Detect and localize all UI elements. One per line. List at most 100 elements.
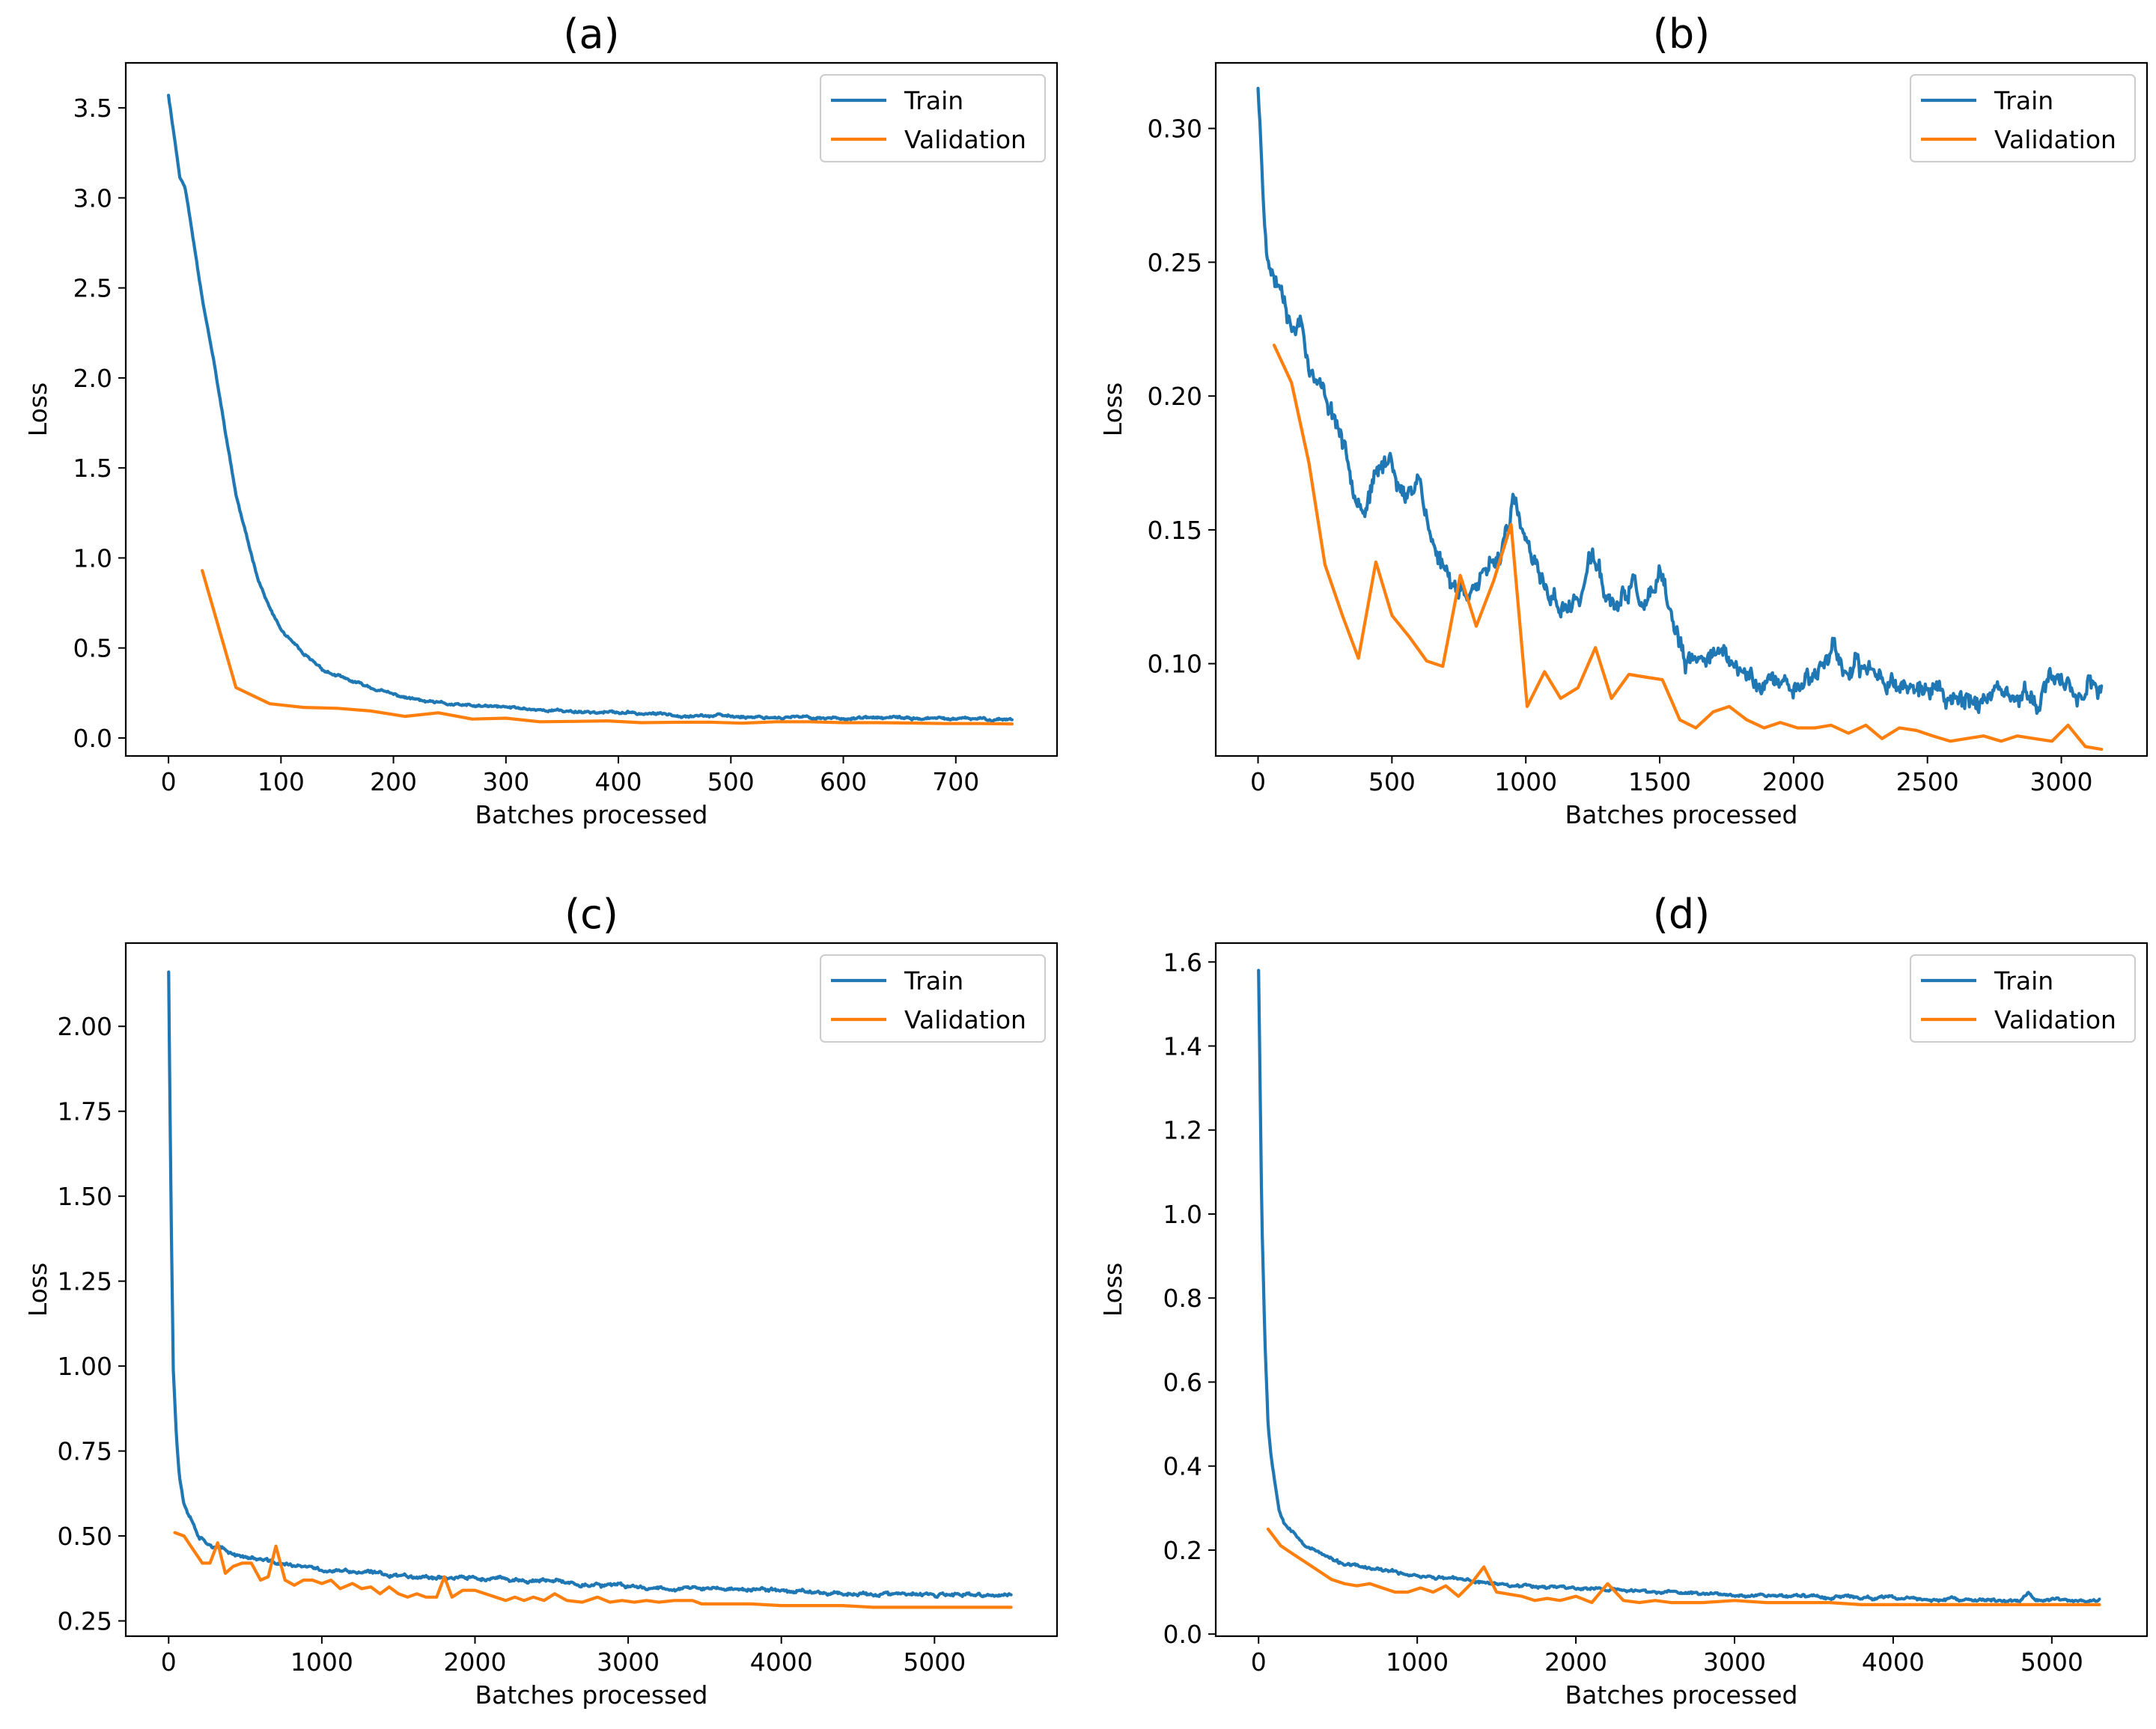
x-tick-label: 500 (1368, 767, 1416, 796)
x-tick-label: 300 (482, 767, 529, 796)
y-tick-label: 0.25 (1148, 248, 1202, 277)
train-line (1257, 969, 2101, 1604)
series-group (1257, 969, 2101, 1606)
validation-line (1272, 344, 2104, 751)
y-tick-label: 0.6 (1163, 1367, 1202, 1397)
x-axis-label: Batches processed (1565, 1680, 1798, 1710)
series-group (167, 970, 1013, 1609)
x-tick-label: 5000 (2021, 1647, 2083, 1677)
x-axis-label: Batches processed (1565, 800, 1798, 829)
legend: Train Validation (820, 74, 1046, 162)
y-tick-label: 0.8 (1163, 1284, 1202, 1313)
y-axis-label: Loss (23, 382, 52, 436)
train-line (167, 94, 1014, 723)
panel-title: (a) (563, 10, 619, 58)
panel-title: (b) (1653, 10, 1710, 58)
x-tick-label: 400 (595, 767, 642, 796)
y-tick-label: 0.0 (1163, 1620, 1202, 1649)
train-line (167, 970, 1013, 1600)
x-axis-label: Batches processed (475, 800, 708, 829)
legend: Train Validation (1910, 954, 2136, 1043)
y-tick-label: 1.4 (1163, 1031, 1202, 1061)
y-tick-label: 0.2 (1163, 1536, 1202, 1565)
panel-title: (c) (564, 891, 618, 938)
x-tick-label: 1500 (1628, 767, 1691, 796)
y-tick-label: 1.2 (1163, 1116, 1202, 1145)
y-tick-label: 1.50 (58, 1182, 112, 1211)
panel-d: (d) 0 1000 2000 3000 4000 5000 0.0 0.2 0.4 0.6 0.8 1… (1098, 891, 2149, 1710)
x-tick-label: 4000 (750, 1647, 813, 1677)
validation-line (1266, 1527, 2101, 1606)
y-tick-label: 0.10 (1148, 650, 1202, 679)
legend-validation-label: Validation (904, 125, 1026, 154)
legend-train-label: Train (904, 86, 963, 115)
x-tick-label: 3000 (597, 1647, 660, 1677)
panel-a: (a) 0 100 200 300 400 500 600 700 0.0 0.5 1.0 1.5 2.0… (23, 10, 1059, 829)
axes-frame (124, 61, 1059, 757)
y-tick-label: 2.5 (73, 274, 112, 303)
y-axis-label: Loss (1098, 1263, 1127, 1317)
axes-frame (124, 942, 1059, 1638)
y-tick-label: 0.15 (1148, 516, 1202, 545)
x-tick-label: 3000 (2030, 767, 2093, 796)
y-tick-label: 0.30 (1148, 115, 1202, 144)
legend: Train Validation (820, 954, 1046, 1043)
x-tick-label: 2500 (1896, 767, 1959, 796)
legend: Train Validation (1910, 74, 2136, 162)
y-axis-label: Loss (1098, 382, 1127, 436)
y-tick-label: 0.20 (1148, 382, 1202, 411)
axes-frame (1214, 942, 2149, 1638)
validation-line (201, 569, 1014, 726)
legend-train-label: Train (904, 966, 963, 995)
x-tick-label: 600 (820, 767, 867, 796)
x-tick-label: 100 (258, 767, 305, 796)
x-tick-label: 1000 (290, 1647, 353, 1677)
y-tick-label: 1.0 (73, 543, 112, 573)
x-tick-label: 3000 (1703, 1647, 1766, 1677)
train-line (1256, 86, 2104, 716)
x-tick-label: 2000 (1544, 1647, 1607, 1677)
y-tick-label: 1.75 (58, 1097, 112, 1126)
x-axis-label: Batches processed (475, 1680, 708, 1710)
y-tick-label: 0.75 (58, 1437, 112, 1466)
x-tick-label: 0 (161, 767, 177, 796)
series-group (167, 94, 1014, 726)
x-tick-label: 200 (370, 767, 417, 796)
y-tick-label: 0.4 (1163, 1452, 1202, 1481)
y-tick-label: 3.5 (73, 94, 112, 123)
x-tick-label: 500 (707, 767, 755, 796)
x-tick-label: 0 (1251, 1647, 1267, 1677)
axes-frame (1214, 61, 2149, 757)
x-tick-label: 2000 (1762, 767, 1825, 796)
x-tick-label: 700 (932, 767, 979, 796)
panel-b: (b) 0 500 1000 1500 2000 2500 3000 0.10 0.15 0.20 0… (1098, 10, 2149, 829)
x-tick-label: 2000 (444, 1647, 507, 1677)
panel-title: (d) (1653, 891, 1710, 938)
x-tick-label: 1000 (1386, 1647, 1449, 1677)
y-tick-label: 1.00 (58, 1352, 112, 1381)
y-tick-label: 0.50 (58, 1522, 112, 1551)
y-axis-label: Loss (23, 1263, 52, 1317)
x-tick-label: 0 (161, 1647, 177, 1677)
y-tick-label: 3.0 (73, 183, 112, 213)
legend-train-label: Train (1994, 86, 2053, 115)
y-tick-label: 2.0 (73, 364, 112, 393)
y-tick-label: 0.25 (58, 1607, 112, 1636)
y-tick-label: 0.0 (73, 724, 112, 753)
y-tick-label: 1.5 (73, 454, 112, 483)
legend-validation-label: Validation (904, 1005, 1026, 1034)
legend-validation-label: Validation (1994, 1005, 2116, 1034)
legend-validation-label: Validation (1994, 125, 2116, 154)
y-tick-label: 1.6 (1163, 948, 1202, 977)
x-tick-label: 4000 (1862, 1647, 1925, 1677)
x-tick-label: 1000 (1494, 767, 1557, 796)
y-tick-label: 0.5 (73, 634, 112, 663)
y-tick-label: 1.0 (1163, 1200, 1202, 1229)
y-tick-label: 2.00 (58, 1012, 112, 1041)
x-tick-label: 0 (1250, 767, 1266, 796)
panel-c: (c) 0 1000 2000 3000 4000 5000 0.25 0.50 0.75 1.00… (23, 891, 1059, 1710)
legend-train-label: Train (1994, 966, 2053, 995)
validation-line (173, 1531, 1013, 1609)
series-group (1256, 86, 2104, 751)
